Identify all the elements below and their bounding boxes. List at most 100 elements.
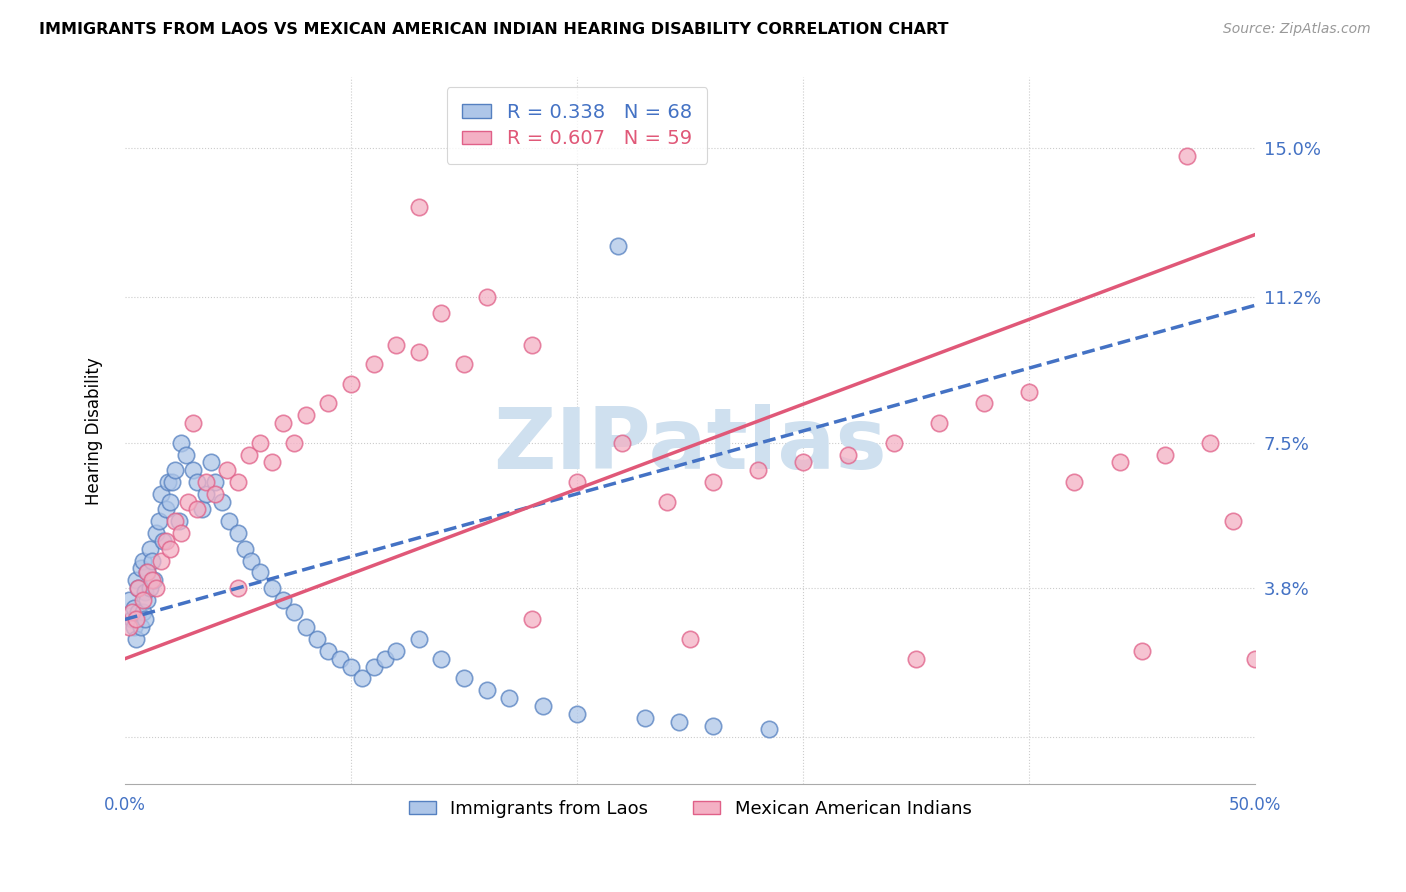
Point (634, 711, 657, 725)
Point (132, 553, 155, 567)
Point (215, 463, 238, 477)
Point (385, 337, 408, 351)
Point (233, 541, 256, 556)
Point (260, 581, 283, 595)
Point (905, 652, 928, 666)
Point (283, 605, 305, 619)
Point (453, 357, 475, 371)
Point (702, 718, 724, 732)
Point (340, 376, 363, 391)
Point (186, 475, 208, 489)
Point (531, 698, 554, 713)
Point (882, 435, 904, 450)
Point (1130, 644, 1153, 658)
Point (973, 396, 995, 410)
Point (294, 620, 316, 634)
Point (305, 632, 328, 646)
Point (318, 396, 340, 410)
Point (141, 553, 163, 567)
Point (155, 502, 177, 516)
Point (127, 605, 149, 619)
Point (520, 337, 543, 351)
Point (329, 652, 352, 666)
Point (363, 659, 385, 673)
Point (170, 526, 193, 541)
Point (150, 487, 173, 501)
Point (181, 463, 204, 477)
Point (837, 448, 859, 462)
Point (127, 581, 149, 595)
Point (181, 416, 204, 430)
Point (145, 526, 167, 541)
Point (125, 612, 148, 626)
Text: Source: ZipAtlas.com: Source: ZipAtlas.com (1223, 22, 1371, 37)
Point (122, 620, 145, 634)
Point (211, 494, 233, 508)
Point (430, 652, 453, 666)
Point (1177, 149, 1199, 163)
Point (249, 566, 271, 580)
Point (195, 487, 218, 501)
Point (657, 494, 679, 508)
Point (136, 566, 159, 580)
Point (148, 514, 170, 528)
Point (283, 435, 305, 450)
Point (132, 592, 155, 607)
Point (226, 526, 249, 541)
Point (162, 475, 184, 489)
Point (132, 605, 155, 619)
Point (240, 553, 263, 567)
Point (156, 475, 179, 489)
Legend: Immigrants from Laos, Mexican American Indians: Immigrants from Laos, Mexican American I… (401, 792, 979, 825)
Point (260, 455, 283, 469)
Point (271, 592, 294, 607)
Point (136, 592, 159, 607)
Point (363, 357, 385, 371)
Point (1199, 435, 1222, 450)
Point (155, 533, 177, 548)
Point (134, 612, 156, 626)
Point (1244, 652, 1267, 666)
Point (430, 306, 453, 320)
Point (1063, 475, 1085, 489)
Point (374, 652, 396, 666)
Point (294, 408, 316, 422)
Point (453, 672, 475, 686)
Point (520, 612, 543, 626)
Point (150, 553, 173, 567)
Point (200, 455, 222, 469)
Point (1153, 448, 1175, 462)
Point (385, 644, 408, 658)
Point (138, 541, 160, 556)
Point (1222, 514, 1244, 528)
Point (143, 573, 166, 587)
Point (122, 600, 145, 615)
Point (125, 573, 148, 587)
Text: IMMIGRANTS FROM LAOS VS MEXICAN AMERICAN INDIAN HEARING DISABILITY CORRELATION C: IMMIGRANTS FROM LAOS VS MEXICAN AMERICAN… (39, 22, 949, 37)
Point (928, 416, 950, 430)
Point (138, 581, 160, 595)
Point (190, 502, 212, 516)
Point (792, 455, 814, 469)
Point (352, 672, 374, 686)
Point (163, 463, 186, 477)
Point (668, 714, 690, 729)
Point (408, 632, 430, 646)
Y-axis label: Hearing Disability: Hearing Disability (86, 357, 103, 505)
Point (606, 239, 628, 253)
Point (195, 475, 218, 489)
Point (167, 514, 190, 528)
Point (159, 541, 181, 556)
Point (1018, 384, 1040, 399)
Point (318, 644, 340, 658)
Point (134, 585, 156, 599)
Point (121, 612, 143, 626)
Point (204, 487, 226, 501)
Point (747, 463, 769, 477)
Point (129, 561, 152, 575)
Point (127, 581, 149, 595)
Point (163, 514, 186, 528)
Point (226, 475, 249, 489)
Point (612, 435, 634, 450)
Point (129, 620, 152, 634)
